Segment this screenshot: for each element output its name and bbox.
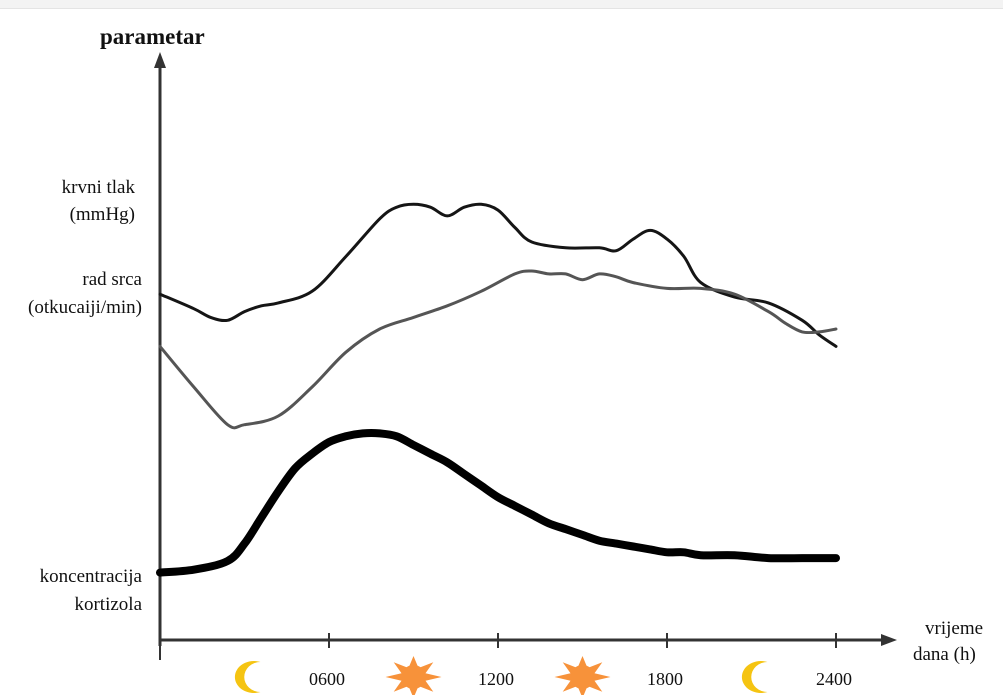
x-tick-label: 0600: [309, 669, 345, 689]
moon-icon: [234, 661, 261, 693]
series-label-line1: krvni tlak: [62, 177, 136, 198]
moon-icon: [741, 660, 768, 693]
series-lines: [156, 202, 840, 577]
x-tick-label: 1800: [647, 669, 683, 689]
x-axis-title-line2: dana (h): [913, 644, 976, 665]
series-label-line2: kortizola: [74, 594, 142, 615]
y-axis-title: parametar: [100, 24, 205, 49]
series-line: [158, 269, 838, 430]
top-border: [0, 0, 1003, 9]
sun-icon: [554, 656, 611, 695]
x-axis-arrow-icon: [881, 634, 897, 646]
x-tick-label: 2400: [816, 669, 852, 689]
series-labels: krvni tlak (mmHg) rad srca (otkucaiji/min) k…: [28, 177, 143, 615]
x-axis-title-line1: vrijeme: [925, 618, 983, 639]
time-icons: [234, 656, 768, 695]
series-line: [156, 429, 840, 577]
y-axis-arrow-icon: [154, 52, 166, 68]
series-line: [158, 202, 838, 348]
sun-icon: [385, 656, 442, 695]
series-label-line1: rad srca: [82, 269, 142, 290]
series-label-line2: (otkucaiji/min): [28, 297, 142, 318]
x-ticks: 0600 1200 1800 2400: [159, 633, 852, 689]
x-tick-label: 1200: [478, 669, 514, 689]
series-label-line2: (mmHg): [70, 204, 135, 225]
series-label-line1: koncentracija: [40, 566, 143, 587]
